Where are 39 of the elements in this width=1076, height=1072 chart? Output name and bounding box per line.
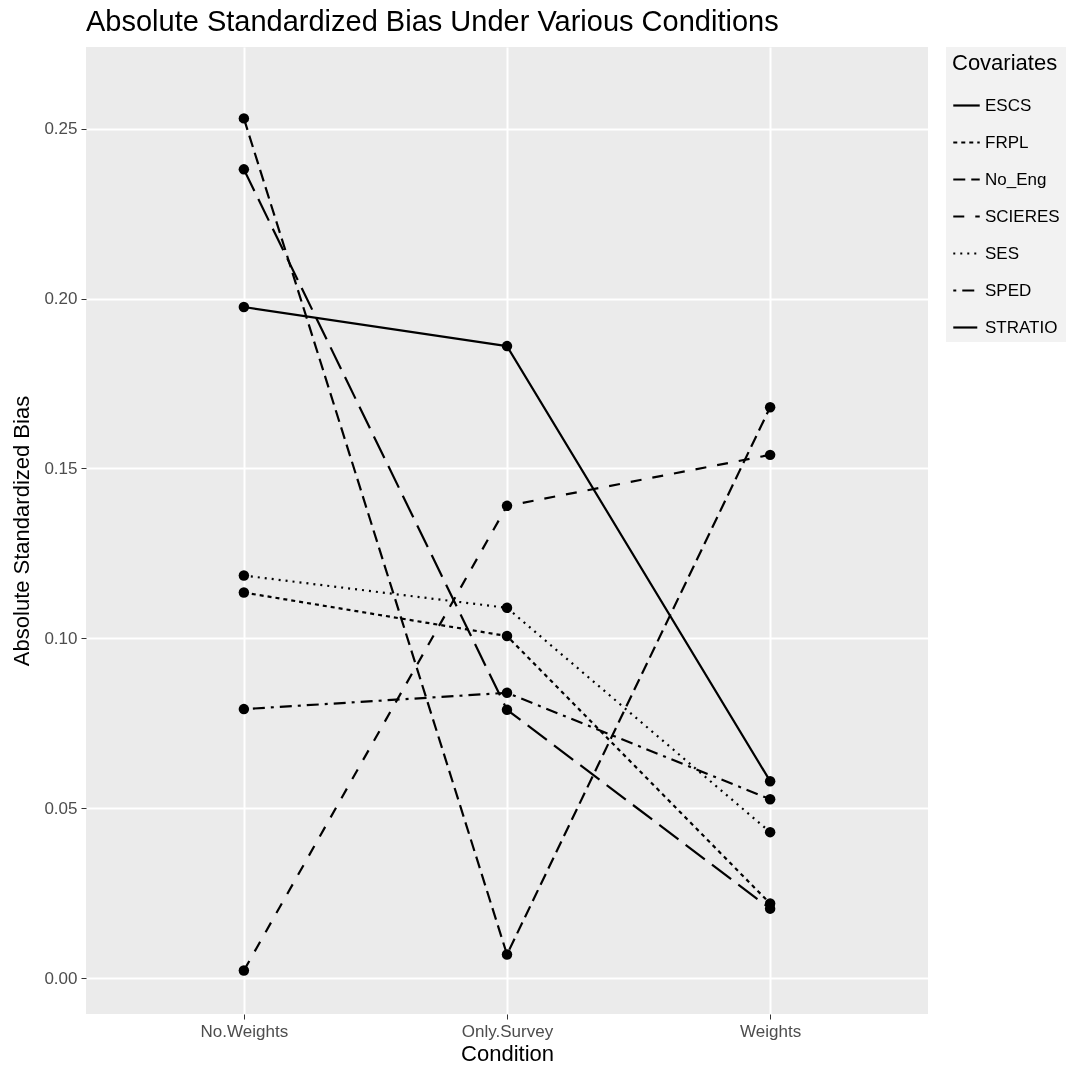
legend-label: SCIERES — [985, 206, 1060, 226]
legend-label: No_Eng — [985, 169, 1047, 189]
y-tick-label: 0.20 — [44, 289, 78, 309]
y-tick-label: 0.00 — [44, 968, 78, 988]
point — [501, 630, 513, 642]
point — [238, 703, 250, 715]
legend-label: FRPL — [985, 132, 1029, 152]
point — [501, 500, 513, 512]
point — [501, 687, 513, 699]
point — [238, 570, 250, 581]
y-axis-title: Absolute Standardized Bias — [9, 395, 35, 667]
legend-title: Covariates — [952, 50, 1058, 75]
point — [501, 602, 513, 614]
point — [501, 949, 513, 960]
x-axis-title: Condition — [461, 1040, 554, 1066]
x-tick-label: Only.Survey — [461, 1021, 554, 1041]
point — [238, 301, 250, 313]
point — [764, 402, 776, 413]
y-tick-label: 0.25 — [44, 119, 78, 139]
point — [764, 775, 776, 787]
point — [764, 449, 776, 461]
point — [238, 965, 250, 976]
point — [764, 793, 776, 805]
point — [238, 113, 250, 124]
point — [238, 164, 250, 175]
point — [501, 340, 513, 352]
legend-label: SES — [985, 243, 1020, 263]
legend-label: SPED — [985, 280, 1032, 300]
legend-label: ESCS — [985, 95, 1032, 115]
y-tick-label: 0.15 — [44, 458, 78, 478]
point — [764, 826, 776, 838]
legend-label: STRATIO — [985, 317, 1058, 337]
x-tick-label: Weights — [740, 1021, 802, 1041]
point — [501, 704, 513, 716]
chart-title: Absolute Standardized Bias Under Various Conditions — [86, 5, 779, 37]
x-tick-label: No.Weights — [200, 1021, 289, 1041]
y-tick-label: 0.05 — [44, 798, 78, 818]
y-tick-label: 0.10 — [44, 628, 78, 648]
point — [238, 587, 250, 598]
